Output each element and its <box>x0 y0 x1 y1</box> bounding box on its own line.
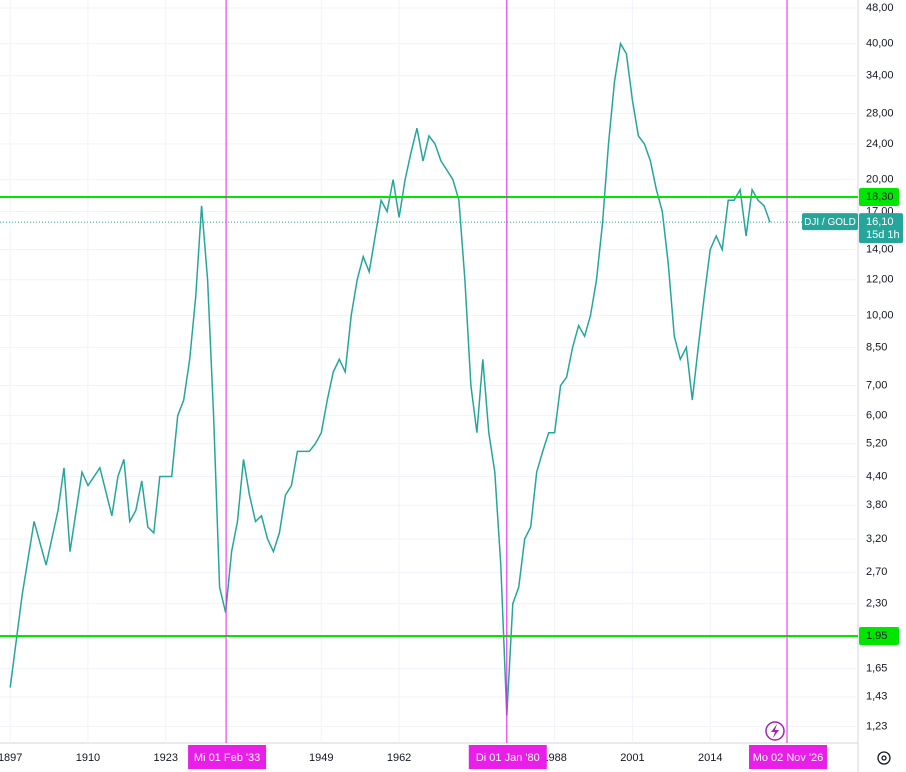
y-tick-label: 40,00 <box>866 38 894 50</box>
last-value-box <box>859 213 903 244</box>
y-tick-label: 2,70 <box>866 566 887 578</box>
countdown: 15d 1h <box>866 229 900 241</box>
y-tick-label: 48,00 <box>866 2 894 14</box>
date-label-box <box>749 745 828 769</box>
x-tick-label: 1949 <box>309 752 333 764</box>
last-value-label: 16,10 <box>866 216 894 228</box>
x-tick-label: 2001 <box>620 752 644 764</box>
x-tick-label: 1988 <box>542 752 566 764</box>
date-label: Di 01 Jan '80 <box>476 752 540 764</box>
settings-icon[interactable] <box>877 751 891 765</box>
y-tick-label: 4,40 <box>866 470 887 482</box>
y-tick-label: 3,80 <box>866 499 887 511</box>
y-tick-label: 5,20 <box>866 438 887 450</box>
price-label-box <box>859 188 899 207</box>
y-tick-label: 6,00 <box>866 410 887 422</box>
date-label: Mo 02 Nov '26 <box>753 752 824 764</box>
price-label-box <box>859 627 899 646</box>
date-label-box <box>188 745 267 769</box>
y-tick-label: 1,65 <box>866 663 887 675</box>
price-line <box>9 41 771 716</box>
x-tick-label: 1910 <box>76 752 100 764</box>
y-tick-label: 1,43 <box>866 691 887 703</box>
series-name-box <box>802 213 858 231</box>
y-tick-label: 20,00 <box>866 174 894 186</box>
y-tick-label: 7,00 <box>866 379 887 391</box>
date-label: Mi 01 Feb '33 <box>194 752 260 764</box>
y-tick-label: 3,20 <box>866 533 887 545</box>
y-tick-label: 24,00 <box>866 138 894 150</box>
x-tick-label: 1962 <box>387 752 411 764</box>
y-tick-label: 1,23 <box>866 720 887 732</box>
price-label: 1,95 <box>866 630 887 642</box>
y-tick-label: 12,00 <box>866 274 894 286</box>
y-tick-label: 28,00 <box>866 108 894 120</box>
x-tick-label: 2014 <box>698 752 722 764</box>
x-tick-label: 1923 <box>153 752 177 764</box>
y-tick-label: 2,30 <box>866 598 887 610</box>
lightning-icon[interactable] <box>765 721 785 741</box>
date-label-box <box>468 745 547 769</box>
y-tick-label: 14,00 <box>866 243 894 255</box>
y-tick-label: 8,50 <box>866 341 887 353</box>
series-name: DJI / GOLD <box>804 217 856 228</box>
price-label: 18,30 <box>866 191 894 203</box>
x-tick-label: 1897 <box>0 752 22 764</box>
y-tick-label: 10,00 <box>866 309 894 321</box>
y-tick-label: 34,00 <box>866 70 894 82</box>
